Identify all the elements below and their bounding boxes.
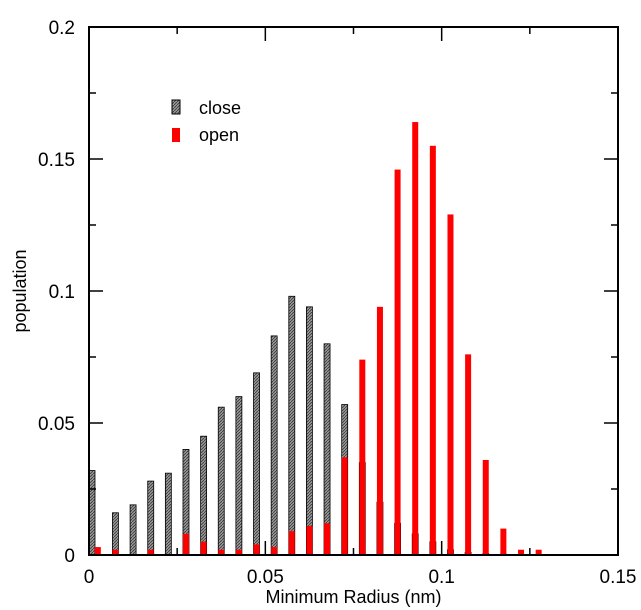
- bar-open-8: [271, 547, 278, 555]
- bar-open-12: [341, 457, 348, 555]
- bar-close-7: [217, 406, 225, 556]
- bar-open-7: [253, 544, 260, 555]
- bar-close-6: [200, 435, 208, 556]
- legend: close open: [171, 98, 241, 145]
- bar-open-16: [412, 122, 419, 555]
- series-close-bars: [88, 295, 525, 556]
- x-tick-label: 0: [84, 567, 95, 588]
- bar-open-2: [147, 549, 154, 555]
- series-open-bars: [94, 122, 542, 556]
- x-tick-label: 0.15: [600, 567, 637, 588]
- bar-open-22: [518, 549, 525, 555]
- bar-open-3: [182, 533, 189, 555]
- bar-close-8: [235, 396, 243, 556]
- bar-close-1: [112, 512, 119, 556]
- bar-open-9: [288, 531, 295, 555]
- y-tick-label: 0.05: [38, 414, 75, 435]
- bar-open-23: [535, 549, 542, 555]
- bar-open-15: [394, 169, 401, 555]
- bar-open-1: [112, 549, 119, 555]
- bar-open-17: [429, 145, 436, 556]
- bar-close-12: [306, 306, 313, 556]
- bar-open-20: [482, 459, 489, 555]
- bar-close-4: [164, 472, 172, 556]
- legend-swatch-close: [171, 99, 181, 115]
- bar-close-2: [129, 504, 137, 556]
- x-tick-labels: 0 0.05 0.1 0.15: [84, 567, 637, 588]
- bar-open-4: [200, 541, 207, 555]
- x-tick-label: 0.1: [428, 567, 454, 588]
- y-tick-label: 0.2: [49, 18, 75, 39]
- bar-open-21: [500, 528, 507, 555]
- legend-label-close: close: [199, 98, 241, 118]
- bar-close-9: [253, 372, 260, 556]
- y-tick-label: 0: [64, 546, 75, 567]
- bar-open-5: [218, 549, 225, 555]
- y-tick-label: 0.1: [49, 282, 75, 303]
- axis-ticks: [88, 26, 619, 556]
- bar-close-3: [147, 480, 155, 556]
- bar-open-19: [465, 354, 472, 555]
- y-tick-label: 0.15: [38, 150, 75, 171]
- bar-close-10: [270, 335, 278, 556]
- x-tick-label: 0.05: [247, 567, 284, 588]
- bar-open-10: [306, 525, 313, 555]
- y-tick-labels: 0 0.05 0.1 0.15 0.2: [38, 18, 75, 567]
- legend-swatch-open: [172, 128, 180, 142]
- y-axis-title: population: [10, 249, 30, 332]
- bar-open-11: [324, 523, 331, 555]
- bar-close-11: [288, 295, 296, 556]
- bar-open-6: [235, 549, 242, 555]
- bar-open-13: [359, 359, 366, 555]
- bar-open-18: [447, 214, 454, 555]
- bar-open-0: [94, 547, 101, 555]
- legend-label-open: open: [199, 125, 239, 145]
- bar-open-14: [376, 306, 383, 555]
- x-axis-title: Minimum Radius (nm): [265, 587, 441, 607]
